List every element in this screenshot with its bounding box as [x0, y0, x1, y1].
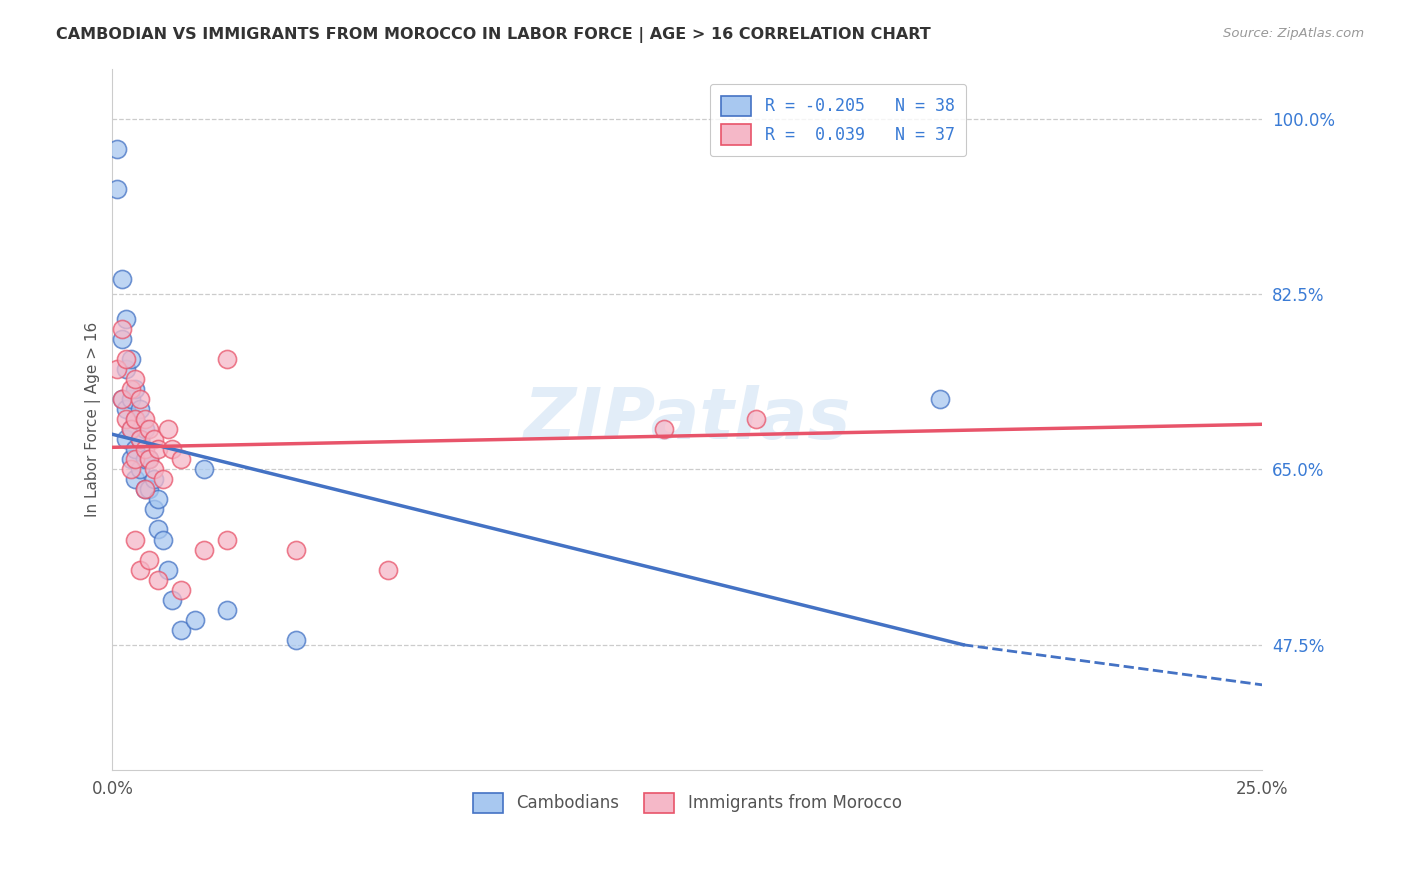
Point — [124, 372, 146, 386]
Text: ZIPatlas: ZIPatlas — [523, 384, 851, 454]
Point — [115, 402, 138, 417]
Point — [138, 552, 160, 566]
Point — [285, 542, 308, 557]
Point — [377, 563, 399, 577]
Text: Source: ZipAtlas.com: Source: ZipAtlas.com — [1223, 27, 1364, 40]
Point — [110, 392, 132, 407]
Point — [120, 352, 142, 367]
Point — [142, 462, 165, 476]
Point — [134, 442, 156, 457]
Point — [110, 272, 132, 286]
Point — [170, 452, 193, 467]
Point — [115, 312, 138, 326]
Point — [129, 392, 152, 407]
Point — [120, 452, 142, 467]
Point — [129, 402, 152, 417]
Point — [120, 462, 142, 476]
Point — [138, 483, 160, 497]
Point — [124, 442, 146, 457]
Point — [124, 412, 146, 426]
Point — [110, 332, 132, 346]
Point — [120, 382, 142, 396]
Point — [115, 352, 138, 367]
Point — [160, 592, 183, 607]
Point — [285, 632, 308, 647]
Point — [138, 452, 160, 467]
Point — [129, 563, 152, 577]
Point — [134, 483, 156, 497]
Point — [193, 462, 215, 476]
Point — [152, 472, 174, 486]
Point — [124, 533, 146, 547]
Point — [115, 412, 138, 426]
Point — [193, 542, 215, 557]
Point — [120, 422, 142, 436]
Point — [148, 492, 170, 507]
Y-axis label: In Labor Force | Age > 16: In Labor Force | Age > 16 — [86, 322, 101, 516]
Point — [115, 432, 138, 446]
Point — [134, 412, 156, 426]
Point — [929, 392, 952, 407]
Point — [134, 422, 156, 436]
Point — [148, 573, 170, 587]
Point — [745, 412, 768, 426]
Point — [138, 422, 160, 436]
Point — [129, 462, 152, 476]
Point — [124, 452, 146, 467]
Point — [105, 362, 128, 376]
Point — [134, 483, 156, 497]
Point — [170, 623, 193, 637]
Point — [217, 352, 239, 367]
Point — [142, 502, 165, 516]
Point — [156, 422, 179, 436]
Point — [124, 472, 146, 486]
Point — [138, 452, 160, 467]
Point — [124, 382, 146, 396]
Point — [134, 452, 156, 467]
Point — [217, 533, 239, 547]
Point — [110, 392, 132, 407]
Point — [170, 582, 193, 597]
Point — [110, 322, 132, 336]
Point — [105, 182, 128, 196]
Point — [156, 563, 179, 577]
Point — [124, 412, 146, 426]
Point — [148, 523, 170, 537]
Point — [129, 432, 152, 446]
Text: CAMBODIAN VS IMMIGRANTS FROM MOROCCO IN LABOR FORCE | AGE > 16 CORRELATION CHART: CAMBODIAN VS IMMIGRANTS FROM MOROCCO IN … — [56, 27, 931, 43]
Point — [120, 392, 142, 407]
Point — [120, 422, 142, 436]
Point — [652, 422, 675, 436]
Point — [105, 142, 128, 156]
Point — [142, 472, 165, 486]
Point — [129, 432, 152, 446]
Legend: Cambodians, Immigrants from Morocco: Cambodians, Immigrants from Morocco — [461, 781, 914, 825]
Point — [184, 613, 207, 627]
Point — [142, 432, 165, 446]
Point — [115, 362, 138, 376]
Point — [152, 533, 174, 547]
Point — [160, 442, 183, 457]
Point — [148, 442, 170, 457]
Point — [217, 602, 239, 616]
